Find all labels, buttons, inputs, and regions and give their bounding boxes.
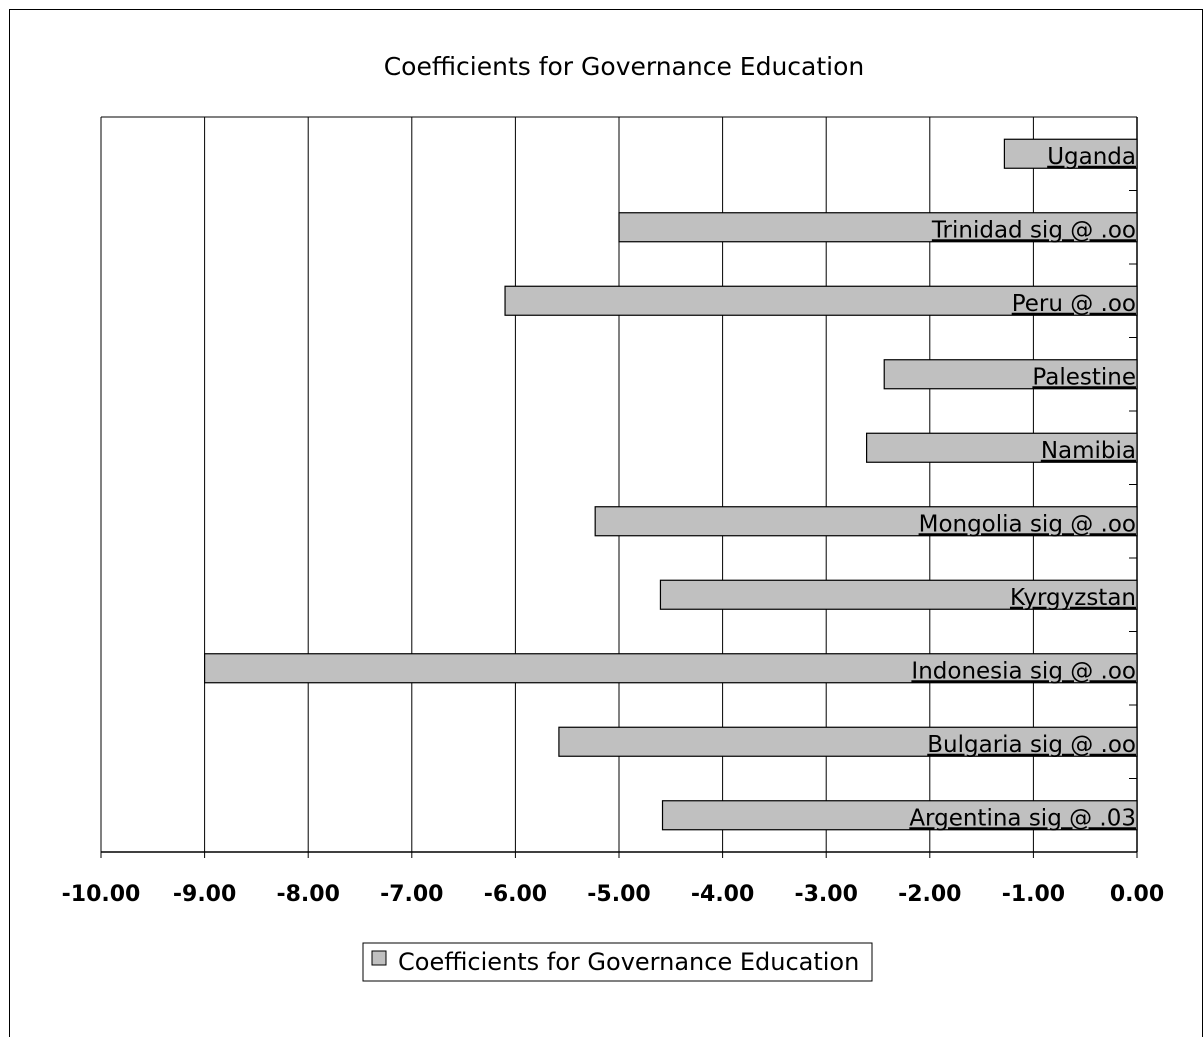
bar [661,800,1138,831]
bar-label: Namibia [1041,438,1136,464]
bar [594,506,1138,537]
bar-label: Mongolia sig @ .oo [919,511,1136,537]
chart-frame [9,9,1203,1037]
bar-label: Kyrgyzstan [1010,585,1136,611]
bar-label: Argentina sig @ .03 [909,805,1136,831]
bar-label: Bulgaria sig @ .oo [927,732,1136,758]
x-tick-label: -6.00 [484,882,547,907]
bar-label: Trinidad sig @ .oo [931,217,1136,243]
legend-swatch [371,950,387,966]
bar-label: Uganda [1047,144,1136,170]
plot-area: -10.00 -9.00 -8.00 -7.00 -6.00 -5.00 -4.00 -3.0… [62,116,1164,907]
bar [204,653,1138,684]
x-tick-label: -8.00 [276,882,339,907]
chart-title: Coefficients for Governance Education [384,52,865,81]
bar [883,359,1138,390]
bar-label: Indonesia sig @ .oo [911,658,1136,684]
x-tick-label: -4.00 [691,882,754,907]
legend-label: Coefficients for Governance Education [398,948,859,976]
x-tick-label: -10.00 [62,882,141,907]
legend-box [362,942,873,982]
x-tick-label: -2.00 [898,882,961,907]
x-tick-label: 0.00 [1110,882,1164,907]
x-tick-label: -7.00 [380,882,443,907]
bar-label: Peru @ .oo [1012,291,1136,317]
x-tick-label: -1.00 [1002,882,1065,907]
bar-label: Palestine [1032,364,1136,390]
x-tick-label: -9.00 [173,882,236,907]
x-tick-label: -5.00 [587,882,650,907]
bar [558,726,1138,757]
x-tick-label: -3.00 [794,882,857,907]
legend: Coefficients for Governance Education [362,942,873,982]
bar [504,285,1138,316]
bar [1003,138,1138,169]
bar [618,212,1138,243]
bar [659,579,1138,610]
bar [866,432,1138,463]
